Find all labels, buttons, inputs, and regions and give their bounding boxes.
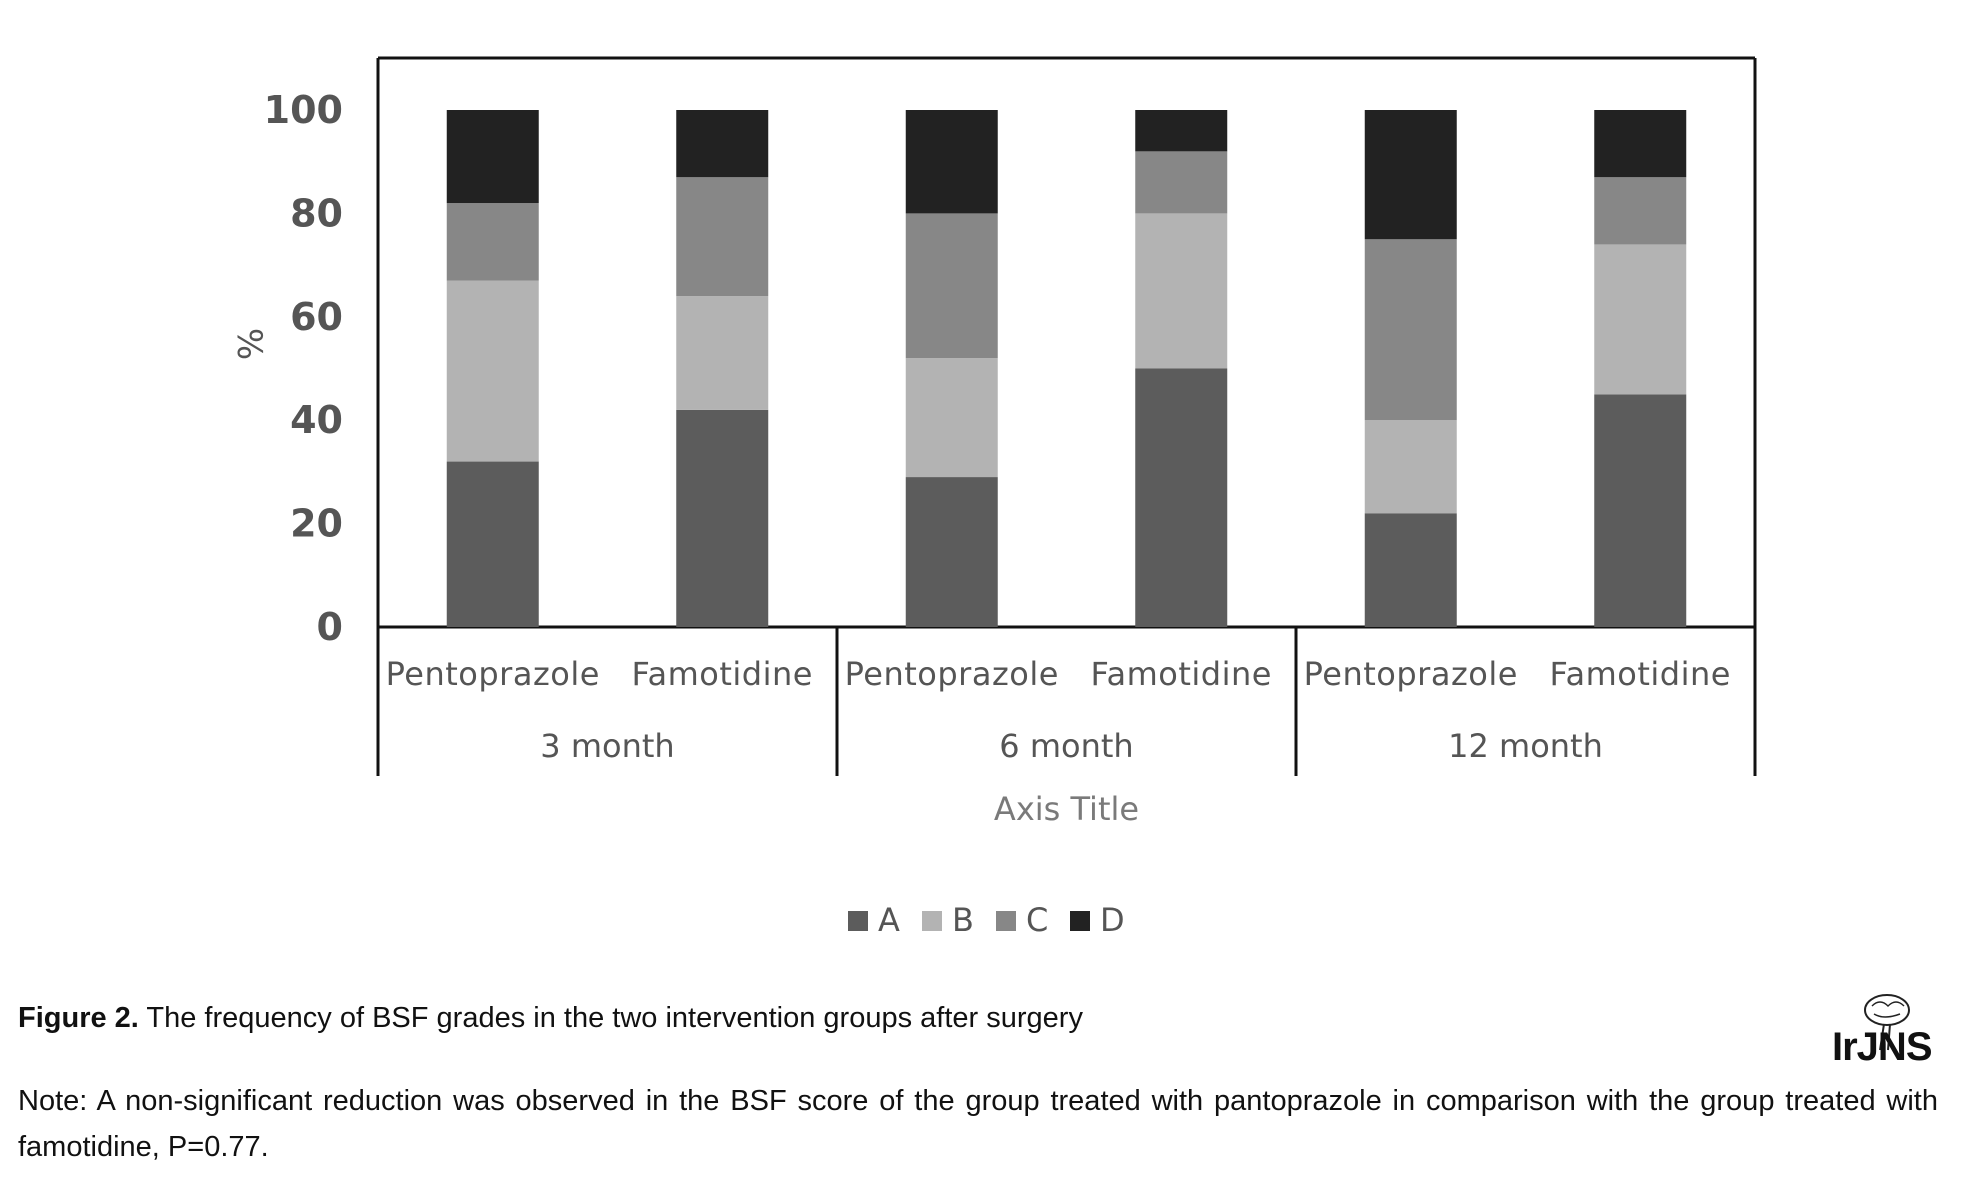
x-category-label: Pentoprazole [845, 655, 1059, 693]
y-tick-label: 80 [290, 191, 343, 235]
bar-segment-b [1364, 420, 1457, 514]
x-axis-groups: 3 month 6 month 12 month [376, 627, 1757, 776]
bar-segment-b [1135, 213, 1228, 369]
x-group-label: 6 month [999, 727, 1133, 765]
x-axis-title: Axis Title [994, 790, 1139, 828]
bar-segment-d [1594, 110, 1687, 178]
bar-segment-d [676, 110, 769, 178]
bar-segment-a [676, 409, 769, 627]
y-tick-label: 100 [264, 88, 343, 132]
legend-swatch-c [996, 911, 1016, 931]
journal-logo: IrJNS [1832, 990, 1942, 1070]
plot-frame [376, 56, 1757, 629]
bar-segment-a [1594, 394, 1687, 627]
bar-segment-b [676, 296, 769, 410]
legend-label: C [1026, 901, 1048, 939]
x-category-label: Pentoprazole [386, 655, 600, 693]
bar-segment-a [1364, 513, 1457, 627]
bar-segment-d [446, 110, 539, 204]
x-axis-categories: Pentoprazole Famotidine Pentoprazole Famoti… [386, 655, 1731, 693]
bar-segment-c [905, 213, 998, 359]
x-group-label: 3 month [540, 727, 674, 765]
legend-label: A [878, 901, 900, 939]
y-axis-label: % [229, 328, 269, 360]
legend-swatch-d [1070, 911, 1090, 931]
bar-segment-c [1594, 177, 1687, 245]
legend-label: D [1100, 901, 1125, 939]
bar-segment-d [905, 110, 998, 214]
y-tick-label: 40 [290, 398, 343, 442]
bar-segment-c [1135, 151, 1228, 214]
y-tick-label: 20 [290, 502, 343, 546]
bar-segment-b [905, 358, 998, 478]
figure-note: Note: A non-significant reduction was ob… [18, 1085, 1938, 1163]
y-tick-label: 60 [290, 295, 343, 339]
bar-segment-a [905, 477, 998, 627]
x-category-label: Pentoprazole [1304, 655, 1518, 693]
bar-segment-b [1594, 244, 1687, 395]
y-axis-ticks: 0 20 40 60 80 100 [264, 88, 343, 649]
bar-segment-d [1135, 110, 1228, 152]
brain-spine-icon [1864, 994, 1910, 1051]
x-category-label: Famotidine [632, 655, 813, 693]
bar-segment-c [1364, 239, 1457, 421]
journal-logo-text: IrJNS [1832, 1025, 1932, 1069]
x-category-label: Famotidine [1091, 655, 1272, 693]
bar-segment-a [446, 461, 539, 627]
figure-caption-text: The frequency of BSF grades in the two i… [138, 1002, 1083, 1034]
figure-caption: Figure 2. The frequency of BSF grades in… [18, 1002, 1083, 1035]
bar-segment-a [1135, 368, 1228, 627]
bar-segment-c [446, 203, 539, 281]
y-tick-label: 0 [317, 605, 343, 649]
legend-label: B [952, 901, 974, 939]
figure-label: Figure 2. [18, 1002, 139, 1034]
bar-segment-d [1364, 110, 1457, 240]
legend-swatch-a [848, 911, 868, 931]
legend: A B C D [848, 901, 1125, 939]
legend-swatch-b [922, 911, 942, 931]
bar-segment-b [446, 280, 539, 462]
bar-segment-c [676, 177, 769, 297]
bars [446, 110, 1687, 627]
x-group-label: 12 month [1448, 727, 1603, 765]
x-category-label: Famotidine [1550, 655, 1731, 693]
